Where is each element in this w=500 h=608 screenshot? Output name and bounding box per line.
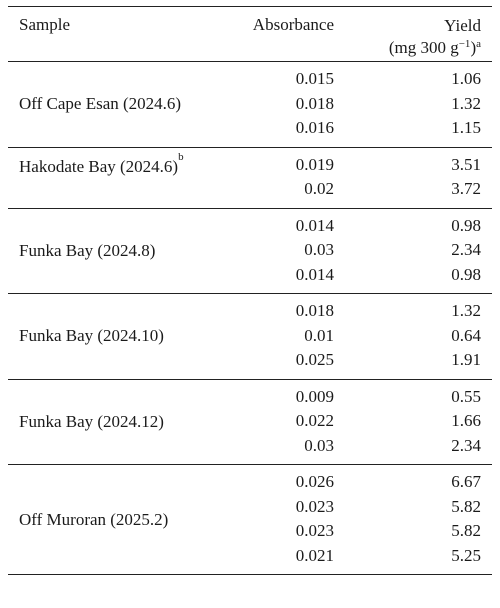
table-body: Off Cape Esan (2024.6) 0.015 1.06 0.018 1.32… — [8, 61, 492, 574]
table-row: 0.02 3.72 — [8, 177, 492, 202]
yield-cell: 1.15 — [451, 118, 481, 137]
sample-name: Funka Bay (2024.10) — [19, 326, 164, 346]
sample-name: Funka Bay (2024.12) — [19, 411, 164, 431]
table-group: Funka Bay (2024.12) 0.009 0.55 0.022 1.66 0.0… — [8, 378, 492, 465]
sample-name: Funka Bay (2024.8) — [19, 240, 156, 260]
yield-cell: 5.82 — [451, 521, 481, 540]
absorbance-cell: 0.014 — [295, 264, 334, 284]
table-group: Off Cape Esan (2024.6) 0.015 1.06 0.018 1.32… — [8, 61, 492, 147]
absorbance-cell: 0.015 — [295, 69, 334, 88]
table-row: 0.03 2.34 — [8, 434, 492, 459]
absorbance-cell: 0.025 — [295, 350, 334, 369]
yield-cell: 1.66 — [451, 411, 481, 430]
header-sample: Sample — [19, 15, 70, 34]
table-group: Funka Bay (2024.10) 0.018 1.32 0.01 0.64 0.02… — [8, 293, 492, 379]
yield-cell: 6.67 — [451, 472, 481, 491]
sample-name: Off Muroran (2025.2) — [19, 509, 169, 529]
table-row: 0.015 1.06 — [8, 67, 492, 92]
absorbance-cell: 0.023 — [295, 521, 334, 540]
absorbance-cell: 0.023 — [295, 496, 334, 516]
table-row: 0.022 1.66 — [8, 409, 492, 434]
table-group: Funka Bay (2024.8) 0.014 0.98 0.03 2.34 0.014… — [8, 207, 492, 294]
table-row: 0.016 1.15 — [8, 116, 492, 141]
yield-cell: 3.51 — [451, 154, 481, 174]
table-group: Hakodate Bay (2024.6) b 0.019 3.51 0.02 3.72 — [8, 146, 492, 208]
yield-cell: 0.55 — [451, 386, 481, 406]
yield-cell: 1.06 — [451, 69, 481, 88]
header-yield: Yield (mg 300 g−1)a — [389, 15, 481, 59]
sample-name: Hakodate Bay (2024.6) — [19, 156, 179, 176]
absorbance-cell: 0.021 — [295, 545, 334, 565]
yield-cell: 0.64 — [451, 325, 481, 345]
top-rule — [8, 6, 492, 7]
yield-cell: 1.91 — [451, 350, 481, 369]
yield-cell: 2.34 — [451, 240, 481, 259]
yield-unit-text: (mg 300 g — [388, 38, 459, 57]
absorbance-cell: 0.026 — [295, 472, 334, 491]
sample-name: Off Cape Esan (2024.6) — [19, 94, 182, 114]
table-row: 0.03 2.34 — [8, 238, 492, 263]
table-row: 0.019 3.51 — [8, 153, 492, 178]
yield-footnote-mark: a — [476, 38, 481, 50]
table-group: Off Muroran (2025.2) 0.026 6.67 0.023 5.82 0.… — [8, 464, 492, 574]
table-row: 0.023 5.82 — [8, 495, 492, 520]
absorbance-cell: 0.014 — [295, 215, 334, 235]
table-row: 0.014 0.98 — [8, 214, 492, 239]
sample-label: Funka Bay (2024.10) — [19, 294, 164, 379]
data-table: Sample Absorbance Yield (mg 300 g−1)a Of… — [8, 6, 492, 575]
table-row: 0.021 5.25 — [8, 544, 492, 569]
yield-cell: 1.32 — [451, 93, 481, 113]
absorbance-cell: 0.03 — [304, 435, 334, 455]
sample-label: Hakodate Bay (2024.6) b — [19, 150, 184, 176]
sample-label: Off Muroran (2025.2) — [19, 465, 168, 574]
yield-cell: 2.34 — [451, 435, 481, 455]
yield-cell: 1.32 — [451, 301, 481, 320]
absorbance-cell: 0.019 — [295, 154, 334, 174]
table-row: 0.014 0.98 — [8, 263, 492, 288]
table-header: Sample Absorbance Yield (mg 300 g−1)a — [8, 7, 492, 61]
table-row: 0.023 5.82 — [8, 519, 492, 544]
yield-cell: 5.25 — [451, 545, 481, 565]
yield-unit-exponent: −1 — [458, 38, 471, 50]
table-row: 0.025 1.91 — [8, 348, 492, 373]
sample-label: Funka Bay (2024.12) — [19, 380, 164, 465]
yield-unit-close: ) — [470, 38, 477, 57]
sample-label: Funka Bay (2024.8) — [19, 209, 155, 294]
absorbance-cell: 0.018 — [295, 301, 334, 320]
sample-label: Off Cape Esan (2024.6) — [19, 62, 181, 147]
header-yield-title: Yield — [444, 16, 481, 35]
bottom-rule — [8, 574, 492, 575]
header-absorbance: Absorbance — [252, 15, 334, 34]
table-row: 0.026 6.67 — [8, 470, 492, 495]
table-row: 0.01 0.64 — [8, 324, 492, 349]
table-row: 0.018 1.32 — [8, 299, 492, 324]
absorbance-cell: 0.02 — [304, 179, 334, 198]
header-yield-unit: (mg 300 g−1)a — [389, 37, 481, 59]
absorbance-cell: 0.018 — [295, 93, 334, 113]
absorbance-cell: 0.01 — [304, 325, 334, 345]
absorbance-cell: 0.009 — [295, 386, 334, 406]
absorbance-cell: 0.03 — [304, 240, 334, 259]
absorbance-cell: 0.022 — [295, 411, 334, 430]
yield-cell: 0.98 — [451, 215, 481, 235]
yield-cell: 5.82 — [451, 496, 481, 516]
table-row: 0.018 1.32 — [8, 92, 492, 117]
yield-cell: 0.98 — [451, 264, 481, 284]
table-row: 0.009 0.55 — [8, 385, 492, 410]
absorbance-cell: 0.016 — [295, 118, 334, 137]
yield-cell: 3.72 — [451, 179, 481, 198]
